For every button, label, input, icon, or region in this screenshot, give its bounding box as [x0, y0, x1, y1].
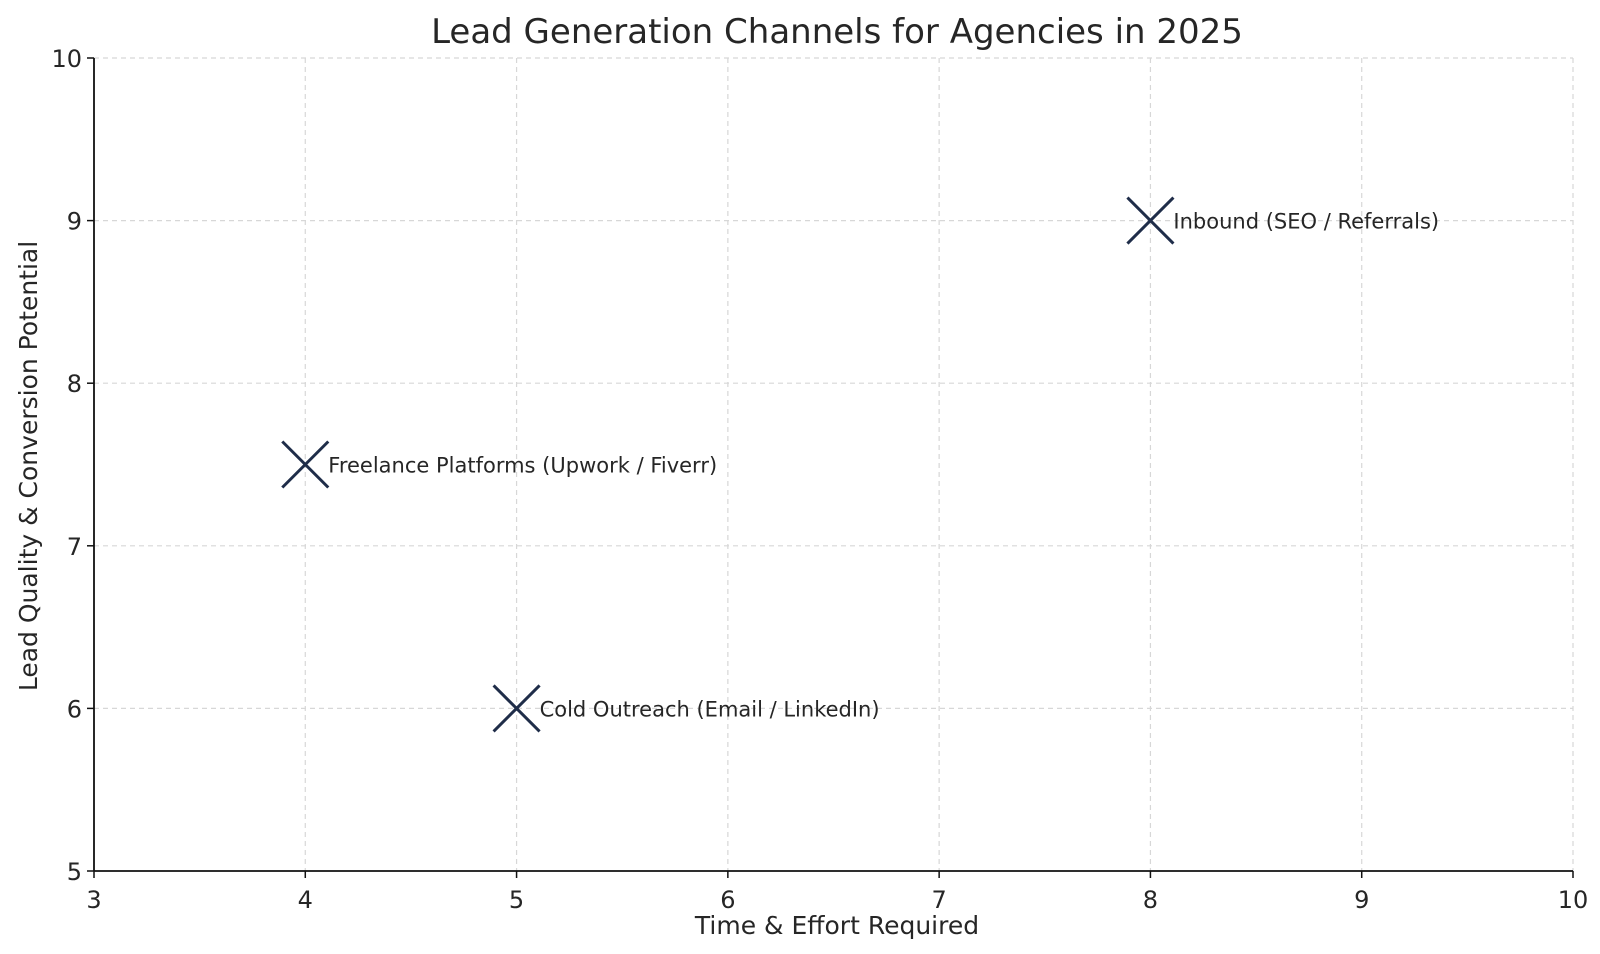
- data-point-0: Inbound (SEO / Referrals): [1126, 196, 1439, 245]
- y-tick-label-8: 8: [67, 370, 82, 398]
- chart-title: Lead Generation Channels for Agencies in…: [431, 12, 1243, 52]
- data-point-1: Freelance Platforms (Upwork / Fiverr): [281, 440, 717, 489]
- axes-layer: [93, 58, 1573, 872]
- y-tick-label-9: 9: [67, 208, 82, 236]
- y-axis-label: Lead Quality & Conversion Potential: [14, 241, 43, 691]
- point-label-0: Inbound (SEO / Referrals): [1173, 210, 1439, 234]
- x-tick-label-8: 8: [1143, 886, 1158, 914]
- x-marker-icon: [281, 440, 330, 489]
- x-tick-label-7: 7: [932, 886, 947, 914]
- y-tick-label-5: 5: [67, 858, 82, 886]
- x-tick-label-4: 4: [298, 886, 313, 914]
- x-marker-icon: [1126, 196, 1175, 245]
- x-tick-label-6: 6: [720, 886, 735, 914]
- y-tick-label-6: 6: [67, 695, 82, 723]
- x-tick-label-3: 3: [86, 886, 101, 914]
- y-tick-label-10: 10: [51, 45, 82, 73]
- y-tick-label-7: 7: [67, 533, 82, 561]
- point-label-2: Cold Outreach (Email / LinkedIn): [540, 697, 880, 721]
- x-tick-label-9: 9: [1354, 886, 1369, 914]
- data-point-2: Cold Outreach (Email / LinkedIn): [492, 684, 880, 733]
- points-layer: Inbound (SEO / Referrals) Freelance Platf…: [281, 196, 1439, 733]
- point-label-1: Freelance Platforms (Upwork / Fiverr): [328, 454, 717, 478]
- x-axis-label: Time & Effort Required: [694, 911, 979, 940]
- ticks-layer: 3 4 5 6 7 8 9 10 5 6 7 8 9 10: [51, 45, 1588, 914]
- x-tick-label-5: 5: [509, 886, 524, 914]
- x-tick-label-10: 10: [1558, 886, 1589, 914]
- grid-layer: [93, 57, 1574, 872]
- x-marker-icon: [492, 684, 541, 733]
